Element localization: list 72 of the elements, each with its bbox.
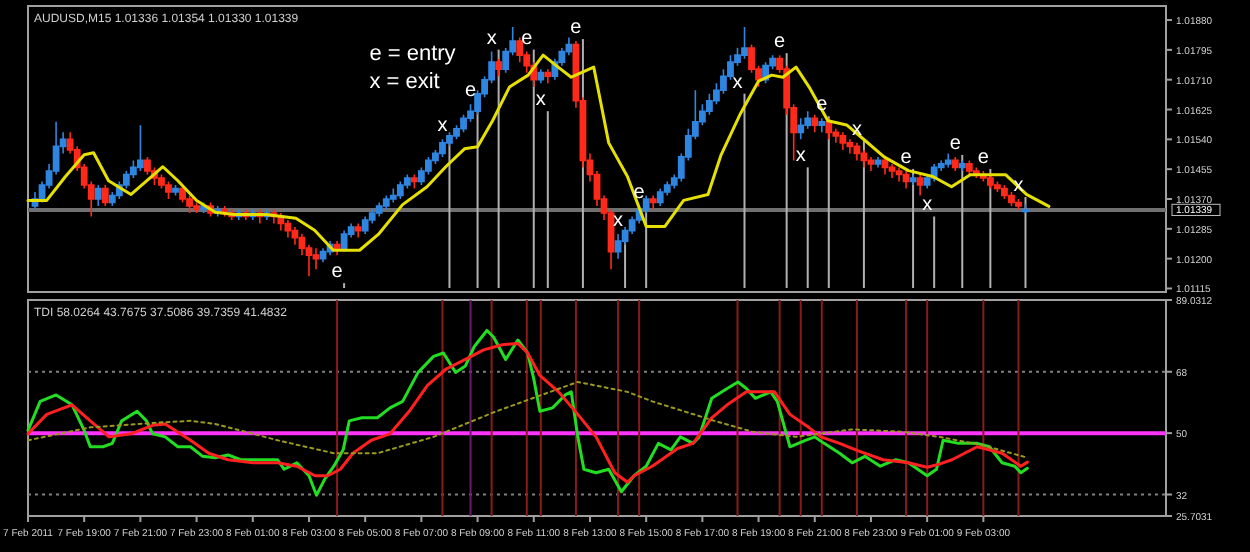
candlestick: [439, 138, 446, 158]
candlestick: [825, 117, 833, 141]
candlestick: [860, 149, 868, 169]
candlestick: [888, 163, 896, 179]
candlestick: [895, 166, 903, 183]
candlestick: [986, 173, 994, 190]
candlestick: [361, 215, 369, 235]
annotation: e: [977, 146, 990, 169]
annotation: x: [535, 89, 546, 112]
candlestick: [958, 159, 966, 172]
annotation: x: [437, 115, 448, 138]
candlestick: [951, 156, 959, 172]
candlestick: [944, 152, 952, 169]
candlestick: [867, 156, 875, 172]
candlestick: [382, 194, 390, 211]
candlestick: [340, 229, 348, 253]
candlestick: [797, 117, 805, 141]
candlestick: [909, 173, 917, 186]
annotation: e: [633, 182, 646, 205]
candlestick: [537, 68, 545, 84]
annotation: x: [486, 27, 497, 50]
candlestick: [544, 68, 552, 84]
candlestick: [846, 138, 854, 155]
candlestick: [319, 247, 327, 263]
candlestick: [186, 194, 193, 214]
candlestick: [389, 187, 397, 204]
candlestick: [916, 173, 924, 197]
annotation: e = entry: [369, 42, 457, 66]
candlestick: [656, 187, 664, 207]
candlestick: [172, 184, 179, 197]
candlestick: [614, 233, 622, 260]
candlestick: [741, 26, 748, 60]
annotation: e: [949, 132, 962, 155]
candlestick: [396, 180, 404, 200]
candlestick: [495, 57, 503, 77]
line-series: [26, 341, 1029, 484]
candlestick: [874, 156, 882, 169]
candlestick: [994, 180, 1001, 193]
line-series: [26, 328, 1029, 497]
candlestick: [312, 247, 320, 270]
candlestick: [811, 113, 819, 134]
candlestick: [165, 180, 172, 200]
annotation: e: [570, 17, 583, 40]
candlestick: [1022, 203, 1029, 214]
annotation: e: [900, 146, 913, 169]
candlestick: [354, 222, 362, 239]
candlestick: [1015, 198, 1022, 211]
annotation: x: [732, 71, 743, 94]
line-series: [27, 380, 1029, 459]
candlestick: [1001, 184, 1008, 200]
candlestick: [137, 124, 144, 172]
annotation: e: [774, 31, 787, 54]
candlestick: [410, 173, 418, 190]
candlestick: [902, 170, 910, 190]
annotation: x = exit: [369, 70, 440, 94]
candlestick: [818, 117, 826, 134]
annotation: e: [331, 261, 344, 284]
candlestick: [965, 159, 973, 176]
candlestick: [193, 201, 200, 214]
annotation: e: [464, 80, 477, 103]
candlestick: [284, 219, 292, 239]
candlestick: [649, 194, 657, 211]
candlestick: [375, 201, 383, 218]
annotation: e: [521, 27, 534, 50]
candlestick: [853, 142, 861, 162]
candlestick: [101, 184, 109, 207]
annotation: x: [795, 145, 806, 168]
candlestick: [1008, 191, 1015, 207]
candlestick: [94, 184, 102, 207]
candlestick: [839, 131, 847, 151]
candlestick: [333, 240, 341, 256]
annotation: x: [922, 194, 933, 217]
